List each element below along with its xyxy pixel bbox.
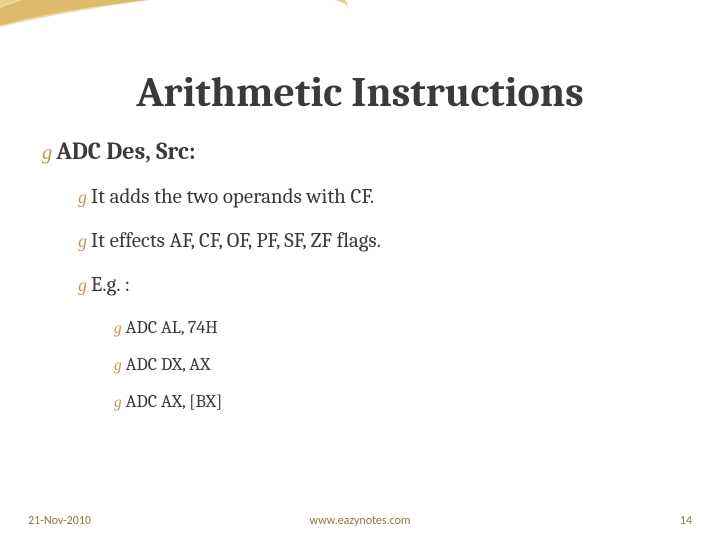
footer-date: 21-Nov-2010	[28, 514, 91, 528]
bullet-level2: gE.g. :	[78, 273, 678, 297]
bullet-level2-text: It adds the two operands with CF.	[91, 185, 374, 209]
bullet-level3: gADC DX, AX	[114, 354, 678, 375]
bullet-level2-text: E.g. :	[91, 273, 130, 297]
bullet-level2: gIt adds the two operands with CF.	[78, 185, 678, 209]
slide-footer: 21-Nov-2010 www.eazynotes.com 14	[0, 514, 720, 528]
bullet-icon: g	[114, 394, 122, 412]
bullet-icon: g	[78, 187, 87, 208]
bullet-level3-text: ADC AL, 74H	[126, 317, 218, 338]
bullet-icon: g	[78, 231, 87, 252]
bullet-icon: g	[114, 357, 122, 375]
footer-url: www.eazynotes.com	[310, 514, 411, 528]
bullet-level1: gADC Des, Src:	[42, 137, 678, 165]
corner-decoration	[0, 0, 360, 90]
swoosh-dark	[0, 0, 355, 106]
bullet-level3: gADC AX, [BX]	[114, 391, 678, 412]
bullet-level2-text: It effects AF, CF, OF, PF, SF, ZF flags.	[91, 229, 381, 253]
footer-page-number: 14	[680, 514, 692, 528]
bullet-level3: gADC AL, 74H	[114, 317, 678, 338]
bullet-icon: g	[42, 142, 52, 165]
bullet-icon: g	[114, 320, 122, 338]
bullet-level1-text: ADC Des, Src:	[56, 137, 195, 165]
slide-content: gADC Des, Src: gIt adds the two operands…	[0, 117, 720, 412]
bullet-icon: g	[78, 275, 87, 296]
bullet-level3-text: ADC AX, [BX]	[126, 391, 223, 412]
bullet-level3-text: ADC DX, AX	[126, 354, 211, 375]
bullet-level2: gIt effects AF, CF, OF, PF, SF, ZF flags…	[78, 229, 678, 253]
